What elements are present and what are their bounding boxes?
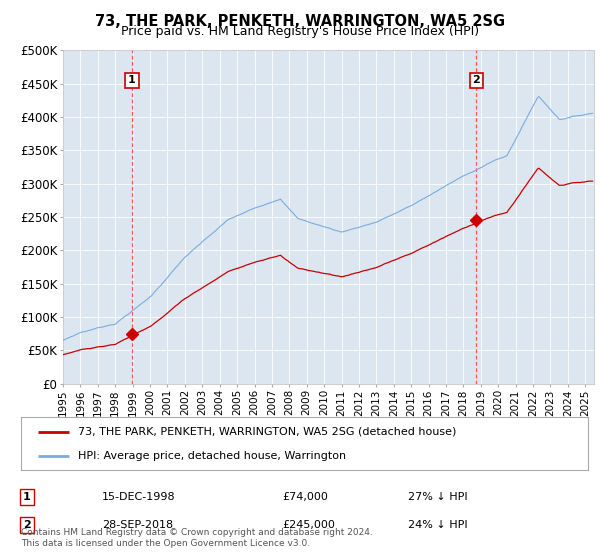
Text: 2: 2	[472, 76, 480, 85]
Text: HPI: Average price, detached house, Warrington: HPI: Average price, detached house, Warr…	[78, 451, 346, 461]
Text: 2: 2	[23, 520, 31, 530]
Text: Price paid vs. HM Land Registry's House Price Index (HPI): Price paid vs. HM Land Registry's House …	[121, 25, 479, 38]
Text: Contains HM Land Registry data © Crown copyright and database right 2024.
This d: Contains HM Land Registry data © Crown c…	[21, 528, 373, 548]
Text: 28-SEP-2018: 28-SEP-2018	[102, 520, 173, 530]
Text: 73, THE PARK, PENKETH, WARRINGTON, WA5 2SG (detached house): 73, THE PARK, PENKETH, WARRINGTON, WA5 2…	[78, 427, 456, 437]
Text: 15-DEC-1998: 15-DEC-1998	[102, 492, 176, 502]
Text: £74,000: £74,000	[282, 492, 328, 502]
Text: £245,000: £245,000	[282, 520, 335, 530]
Text: 73, THE PARK, PENKETH, WARRINGTON, WA5 2SG: 73, THE PARK, PENKETH, WARRINGTON, WA5 2…	[95, 14, 505, 29]
Text: 1: 1	[23, 492, 31, 502]
Text: 1: 1	[128, 76, 136, 85]
Text: 27% ↓ HPI: 27% ↓ HPI	[408, 492, 467, 502]
Text: 24% ↓ HPI: 24% ↓ HPI	[408, 520, 467, 530]
